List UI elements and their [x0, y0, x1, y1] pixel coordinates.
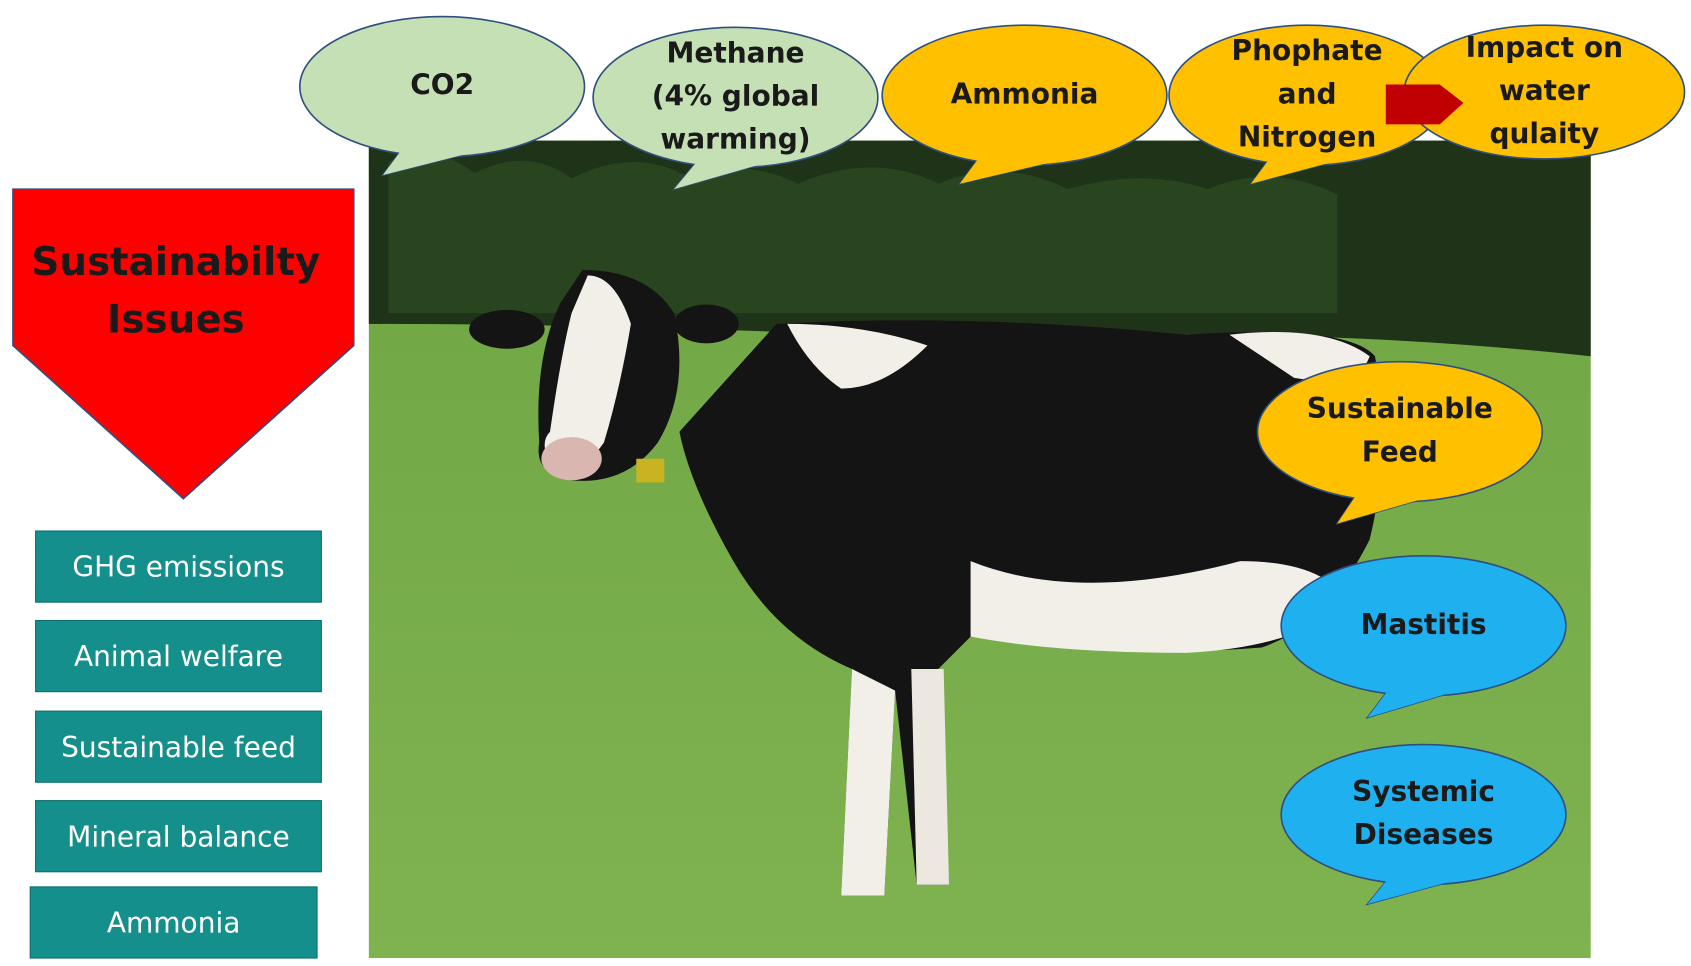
callout-label: Diseases: [1354, 818, 1494, 851]
callout-label: water: [1499, 74, 1590, 107]
issue-label: Sustainable feed: [61, 731, 296, 764]
issue-label: Animal welfare: [74, 640, 283, 673]
issue-label: Ammonia: [107, 907, 241, 940]
callout-label: (4% global: [652, 79, 820, 112]
title-arrow: [13, 189, 354, 499]
issue-label: Mineral balance: [67, 820, 290, 853]
issue-label: GHG emissions: [72, 551, 284, 584]
callout-bubble: [1281, 745, 1566, 885]
callout-bubble: [1257, 362, 1542, 502]
callout-label: Ammonia: [951, 77, 1099, 110]
callout-label: Phophate: [1232, 34, 1383, 67]
callout-label: qulaity: [1489, 117, 1599, 150]
callout-label: Mastitis: [1360, 608, 1486, 641]
diagram: Sustainabilty Issues GHG emissions Animal…: [0, 0, 1691, 966]
callout-label: and: [1278, 77, 1337, 110]
title-line: Issues: [107, 297, 245, 342]
callout-label: Sustainable: [1307, 392, 1493, 425]
callout-label: Systemic: [1352, 775, 1495, 808]
callout-label: Methane: [666, 36, 804, 69]
callout-label: Nitrogen: [1238, 120, 1377, 153]
title-line: Sustainabilty: [31, 240, 320, 285]
callout-label: Feed: [1362, 435, 1438, 468]
callout-label: CO2: [410, 69, 474, 102]
callout-label: warming): [660, 123, 810, 156]
callout-label: Impact on: [1466, 31, 1624, 64]
